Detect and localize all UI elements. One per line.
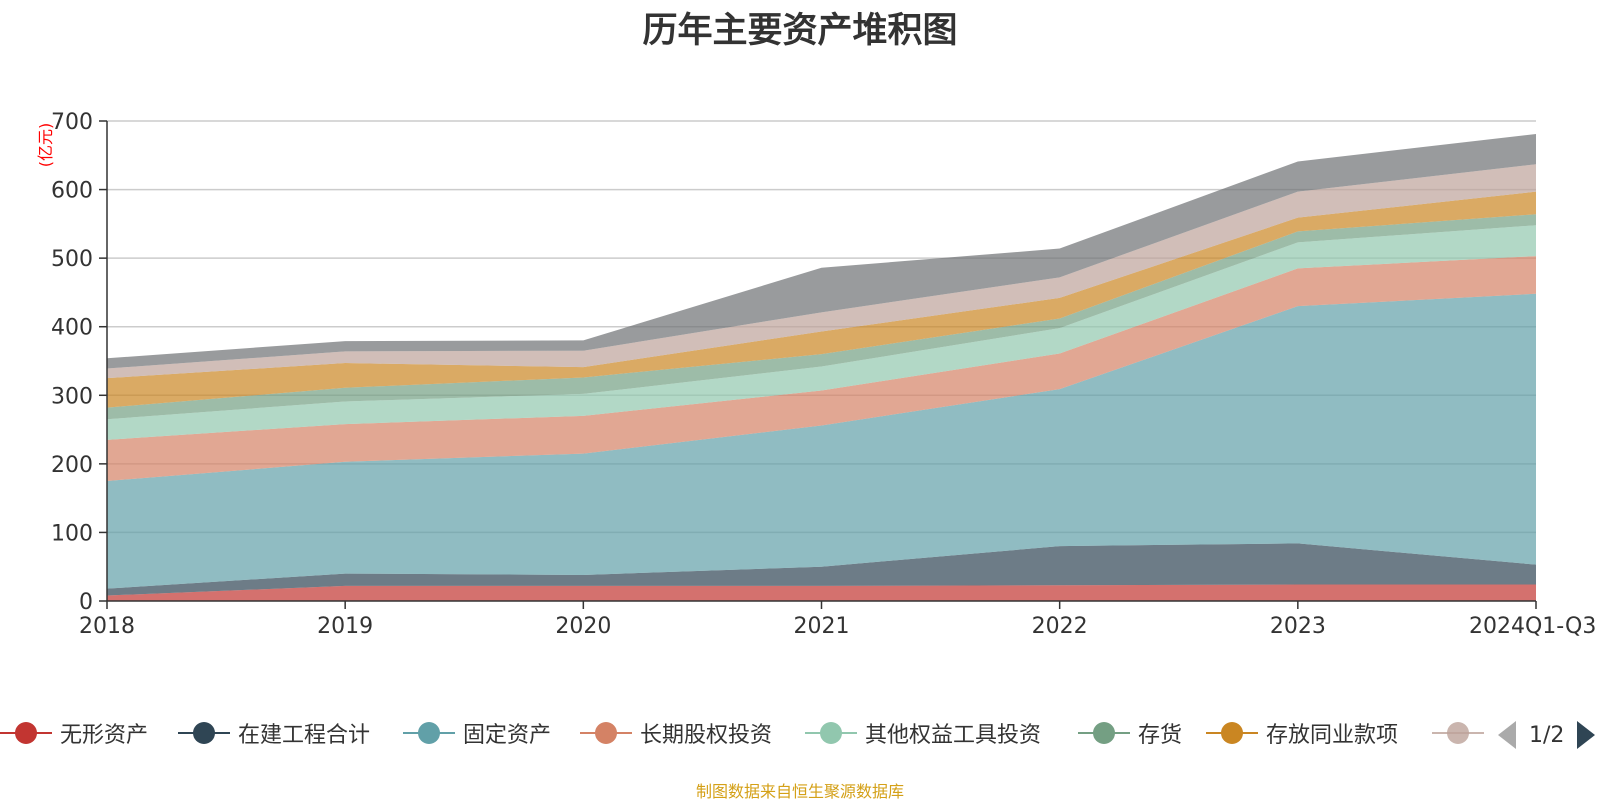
area-series-5 (107, 214, 1536, 420)
axes: 0 100 200 300 400 500 600 700 2018 2019 2020 2021 20… (51, 110, 1596, 639)
y-tick-label: 0 (79, 590, 93, 615)
y-tick-label: 300 (51, 384, 93, 409)
area-series-1 (107, 543, 1536, 596)
legend-marker-icon (0, 713, 52, 753)
y-tick-label: 400 (51, 316, 93, 341)
legend-marker-icon (1206, 713, 1258, 753)
y-tick-label: 700 (51, 110, 93, 135)
chart-title: 历年主要资产堆积图 (642, 11, 958, 51)
area-series-4 (107, 225, 1536, 440)
area-series-8 (107, 134, 1536, 369)
legend-page-indicator: 1/2 (1529, 722, 1565, 748)
x-tick-label: 2019 (317, 614, 373, 639)
x-tick-label: 2023 (1270, 614, 1326, 639)
area-series-6 (107, 191, 1536, 408)
area-series-group (107, 134, 1536, 601)
y-unit-label: (亿元) (36, 123, 55, 168)
legend-item[interactable]: 存货 (1078, 713, 1182, 753)
legend-item[interactable]: 其他权益工具投资 (805, 713, 1041, 753)
legend-item[interactable]: 固定资产 (403, 713, 551, 753)
legend-pager: 1/2 (1498, 718, 1596, 752)
legend-item[interactable]: 在建工程合计 (178, 713, 370, 753)
legend-marker-icon (805, 713, 857, 753)
legend-marker-icon (403, 713, 455, 753)
legend-label: 无形资产 (60, 723, 149, 748)
legend-label: 在建工程合计 (238, 723, 371, 748)
legend-marker-icon (1432, 713, 1484, 753)
legend: 无形资产 在建工程合计 固定资产 长期股权投资 其他权益工具投资 存货 存放同业款项 (0, 713, 1600, 753)
x-tick-label: 2020 (555, 614, 611, 639)
legend-label: 其他权益工具投资 (865, 723, 1042, 748)
y-tick-label: 200 (51, 453, 93, 478)
plot-area: 0 100 200 300 400 500 600 700 2018 2019 2020 2021 20… (36, 110, 1596, 639)
legend-label: 存放同业款项 (1266, 723, 1399, 748)
x-tick-label: 2024Q1-Q3 (1469, 614, 1596, 639)
legend-item[interactable] (1432, 713, 1484, 753)
legend-marker-icon (178, 713, 230, 753)
legend-item[interactable]: 长期股权投资 (580, 713, 772, 753)
area-series-2 (107, 293, 1536, 589)
y-tick-label: 100 (51, 521, 93, 546)
legend-label: 固定资产 (463, 723, 552, 748)
source-note: 制图数据来自恒生聚源数据库 (695, 782, 904, 801)
legend-label: 存货 (1138, 723, 1183, 748)
area-series-7 (107, 164, 1536, 379)
y-tick-label: 600 (51, 179, 93, 204)
x-tick-label: 2021 (794, 614, 850, 639)
x-tick-label: 2018 (79, 614, 135, 639)
legend-next-page-icon[interactable] (1577, 721, 1596, 749)
legend-marker-icon (1078, 713, 1130, 753)
legend-prev-page-icon[interactable] (1498, 721, 1516, 749)
area-series-3 (107, 256, 1536, 481)
legend-item[interactable]: 存放同业款项 (1206, 713, 1398, 753)
y-tick-label: 500 (51, 247, 93, 272)
legend-marker-icon (580, 713, 632, 753)
legend-item[interactable]: 无形资产 (0, 713, 148, 753)
legend-label: 长期股权投资 (640, 723, 773, 748)
x-tick-label: 2022 (1032, 614, 1088, 639)
area-series-0 (107, 584, 1536, 601)
